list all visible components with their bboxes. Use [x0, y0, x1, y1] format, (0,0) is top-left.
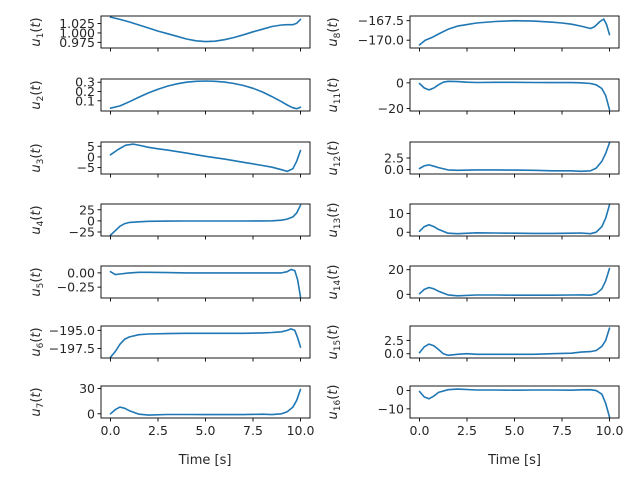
subplot-u2: 0.10.20.3 u2(t) — [29, 75, 311, 115]
y-tick-label-u13: 10 — [388, 206, 404, 221]
series-line-u15 — [418, 327, 611, 357]
y-tick-label-u7: 0 — [87, 406, 95, 421]
subplot-u14: 0 20 u14(t) — [326, 262, 620, 302]
series-line-u12 — [418, 142, 611, 173]
y-axis-label-u14: u14(t) — [326, 265, 343, 300]
y-tick-label-u15: 0.0 — [384, 346, 404, 361]
y-axis-label-u2: u2(t) — [29, 80, 46, 109]
series-line-u13 — [418, 204, 611, 235]
x-tick-label-u16: 2.5 — [457, 423, 477, 438]
subplot-u15: 0.02.5 u15(t) — [326, 325, 620, 362]
x-axis-label-right: Time [s] — [487, 453, 541, 468]
y-tick-label-u6: −195.0 — [49, 323, 95, 338]
x-tick-label-u7: 7.5 — [243, 423, 263, 438]
subplot-u13: 0 10 u13(t) — [326, 203, 620, 240]
x-axis-label-left: Time [s] — [178, 453, 232, 468]
x-tick-label-u7: 0.0 — [101, 423, 121, 438]
y-axis-label-u11: u11(t) — [326, 78, 343, 113]
y-tick-label-u1: 1.025 — [59, 16, 95, 31]
y-tick-label-u8: −167.5 — [358, 13, 404, 28]
series-line-u3 — [109, 143, 302, 173]
y-axis-label-u16: u16(t) — [326, 385, 343, 420]
y-axis-label-u5: u5(t) — [29, 267, 46, 296]
series-line-u4 — [109, 204, 302, 236]
subplot-u6: −197.5 −195.0u6(t) — [29, 323, 311, 362]
y-tick-label-u13: 0 — [396, 225, 404, 240]
y-tick-label-u16: 0 — [396, 383, 404, 398]
series-line-u16 — [418, 388, 611, 418]
x-tick-label-u16: 5.0 — [505, 423, 525, 438]
y-tick-label-u16: −10 — [378, 401, 404, 416]
subplot-u11: −20 0 u11(t) — [326, 75, 620, 116]
x-tick-label-u7: 2.5 — [148, 423, 168, 438]
y-tick-label-u3: 5 — [87, 139, 95, 154]
y-tick-label-u7: 30 — [79, 381, 95, 396]
series-line-u8 — [418, 18, 611, 46]
y-tick-label-u5: −0.25 — [57, 280, 95, 295]
x-tick-label-u16: 10.0 — [596, 423, 624, 438]
y-tick-label-u14: 0 — [396, 287, 404, 302]
y-axis-label-u6: u6(t) — [29, 327, 46, 356]
y-tick-label-u2: 0.1 — [75, 93, 95, 108]
y-tick-label-u4: 25 — [79, 202, 95, 217]
y-tick-label-u3: 0 — [87, 149, 95, 164]
subplot-u16: 0.0 2.5 5.0 7.5 10.0 −10 0 u16(t) — [326, 383, 623, 438]
x-tick-label-u16: 7.5 — [552, 423, 572, 438]
subplot-u12: 0.02.5 u12(t) — [326, 141, 620, 178]
subplot-u7: 0.0 2.5 5.0 7.5 10.0 0 30 u7(t) — [29, 381, 314, 438]
y-axis-label-u12: u12(t) — [326, 141, 343, 176]
y-tick-label-u5: 0.00 — [67, 265, 95, 280]
y-tick-label-u2: 0.3 — [75, 75, 95, 90]
series-line-u1 — [109, 16, 302, 43]
x-tick-label-u16: 0.0 — [410, 423, 430, 438]
y-tick-label-u4: −25 — [69, 225, 95, 240]
y-axis-label-u15: u15(t) — [326, 325, 343, 360]
y-axis-label-u3: u3(t) — [29, 143, 46, 172]
y-axis-label-u4: u4(t) — [29, 205, 46, 234]
y-tick-label-u3: −5 — [77, 160, 95, 175]
series-line-u11 — [418, 80, 611, 111]
y-axis-label-u8: u8(t) — [326, 17, 343, 46]
series-line-u7 — [109, 388, 302, 416]
y-axis-label-u1: u1(t) — [29, 17, 46, 46]
subplot-u8: −170.0 −167.5 u8(t) — [326, 13, 620, 52]
y-tick-label-u11: −20 — [378, 101, 404, 116]
subplot-u3: −505 u3(t) — [29, 139, 311, 178]
y-tick-label-u15: 2.5 — [384, 333, 404, 348]
y-axis-label-u13: u13(t) — [326, 203, 343, 238]
x-tick-label-u7: 5.0 — [196, 423, 216, 438]
y-axis-label-u7: u7(t) — [29, 387, 46, 416]
y-tick-label-u12: 2.5 — [384, 151, 404, 166]
subplot-u5: −0.250.00 u5(t) — [29, 265, 311, 302]
y-tick-label-u1: 1.000 — [59, 25, 95, 40]
series-line-u6 — [109, 328, 302, 359]
y-tick-label-u12: 0.0 — [384, 162, 404, 177]
y-tick-label-u14: 20 — [388, 262, 404, 277]
y-tick-label-u1: 0.975 — [59, 35, 95, 50]
y-tick-label-u4: 0 — [87, 213, 95, 228]
x-tick-label-u7: 10.0 — [287, 423, 315, 438]
y-tick-label-u6: −197.5 — [49, 341, 95, 356]
y-tick-label-u11: 0 — [396, 75, 404, 90]
series-line-u14 — [418, 267, 611, 297]
y-tick-label-u8: −170.0 — [358, 33, 404, 48]
series-line-u5 — [109, 268, 302, 298]
y-tick-label-u2: 0.2 — [75, 84, 95, 99]
series-line-u2 — [109, 80, 302, 110]
